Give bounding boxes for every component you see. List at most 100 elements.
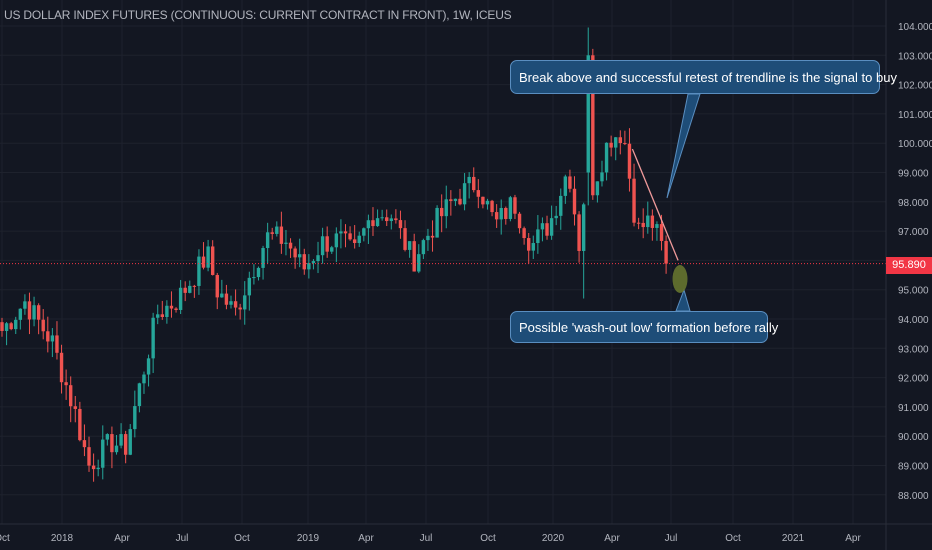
candle-up xyxy=(604,142,609,173)
candle-down xyxy=(572,188,577,215)
candle-up xyxy=(614,137,618,148)
candle-up xyxy=(298,254,302,258)
candle-down xyxy=(238,307,242,310)
candle-up xyxy=(485,200,490,205)
x-tick-label: Apr xyxy=(845,533,861,544)
candle-up xyxy=(586,55,590,173)
candle-down xyxy=(46,331,50,342)
y-tick-label: 95.000 xyxy=(898,286,929,297)
y-tick-label: 88.000 xyxy=(898,491,929,502)
annotation-text-bottom: Possible 'wash-out low' formation before… xyxy=(519,320,779,335)
x-tick-label: Jul xyxy=(420,533,433,544)
candle-up xyxy=(265,232,270,249)
x-tick-label: 2021 xyxy=(782,533,805,544)
y-tick-label: 94.000 xyxy=(898,315,929,326)
x-tick-label: Oct xyxy=(0,533,10,544)
x-tick-label: 2018 xyxy=(51,533,74,544)
last-price-label: 95.890 xyxy=(886,257,932,274)
candle-up xyxy=(595,181,600,196)
y-tick-label: 90.000 xyxy=(898,432,929,443)
candle-up xyxy=(389,218,393,222)
candle-down xyxy=(123,434,128,455)
grid xyxy=(0,0,886,524)
candle-down xyxy=(293,248,297,258)
candle-down xyxy=(481,196,485,205)
candle-up xyxy=(417,254,421,272)
candle-up xyxy=(536,229,540,244)
candle-down xyxy=(41,319,45,332)
candle-up xyxy=(407,241,412,250)
candle-down xyxy=(352,239,357,243)
candle-up xyxy=(32,305,36,320)
candle-up xyxy=(137,383,142,407)
candle-down xyxy=(169,305,174,309)
candle-up xyxy=(4,323,9,331)
y-tick-label: 93.000 xyxy=(898,344,929,355)
candle-down xyxy=(641,222,645,228)
candle-up xyxy=(646,215,650,228)
callout-pointer-bottom xyxy=(675,288,691,312)
candle-up xyxy=(339,231,343,234)
y-tick-label: 99.000 xyxy=(898,169,929,180)
candle-down xyxy=(325,236,329,252)
candle-up xyxy=(220,293,224,298)
y-tick-label: 101.000 xyxy=(898,110,932,121)
candle-down xyxy=(224,293,229,305)
candle-down xyxy=(650,215,655,228)
candles xyxy=(0,27,668,482)
callout-pointer-top xyxy=(666,93,701,199)
y-tick-label: 102.000 xyxy=(898,81,932,92)
candle-up xyxy=(330,247,334,252)
candle-down xyxy=(91,465,96,470)
x-tick-label: Apr xyxy=(114,533,130,544)
candle-up xyxy=(655,224,659,228)
candle-up xyxy=(133,406,137,430)
candle-down xyxy=(385,217,389,222)
candle-up xyxy=(23,301,27,309)
candle-up xyxy=(18,308,23,320)
annotation-callout-top[interactable]: Break above and successful retest of tre… xyxy=(510,60,897,94)
candle-down xyxy=(472,176,476,191)
annotation-callout-bottom[interactable]: Possible 'wash-out low' formation before… xyxy=(510,311,778,343)
candle-up xyxy=(96,467,100,470)
candle-up xyxy=(362,228,366,236)
y-tick-label: 91.000 xyxy=(898,403,929,414)
candle-down xyxy=(458,198,462,205)
candle-down xyxy=(87,447,91,466)
candle-up xyxy=(554,215,558,219)
candle-up xyxy=(559,195,563,216)
candle-up xyxy=(311,261,316,264)
candle-up xyxy=(101,439,105,468)
trendline xyxy=(631,148,679,261)
candle-down xyxy=(627,143,632,179)
candle-up xyxy=(206,246,210,268)
candle-up xyxy=(178,287,183,310)
candle-up xyxy=(105,434,110,440)
candle-down xyxy=(0,322,4,331)
candle-down xyxy=(174,308,178,310)
candle-down xyxy=(439,207,444,217)
candle-down xyxy=(494,212,499,220)
candle-up xyxy=(284,242,288,244)
candle-down xyxy=(490,200,494,213)
candle-up xyxy=(563,176,568,196)
candle-up xyxy=(261,248,265,268)
annotation-text-top: Break above and successful retest of tre… xyxy=(519,70,897,85)
candle-up xyxy=(197,256,201,286)
candle-down xyxy=(412,241,416,272)
candle-down xyxy=(27,301,32,320)
candle-down xyxy=(215,274,219,298)
candle-down xyxy=(288,242,293,249)
candle-up xyxy=(307,263,311,270)
candle-up xyxy=(581,204,586,251)
candle-down xyxy=(522,228,526,239)
candle-up xyxy=(357,235,361,243)
candle-up xyxy=(366,220,371,229)
candle-down xyxy=(82,440,87,448)
x-tick-label: Oct xyxy=(234,533,250,544)
y-tick-label: 103.000 xyxy=(898,51,932,62)
x-tick-label: Jul xyxy=(176,533,189,544)
candle-down xyxy=(183,287,187,293)
